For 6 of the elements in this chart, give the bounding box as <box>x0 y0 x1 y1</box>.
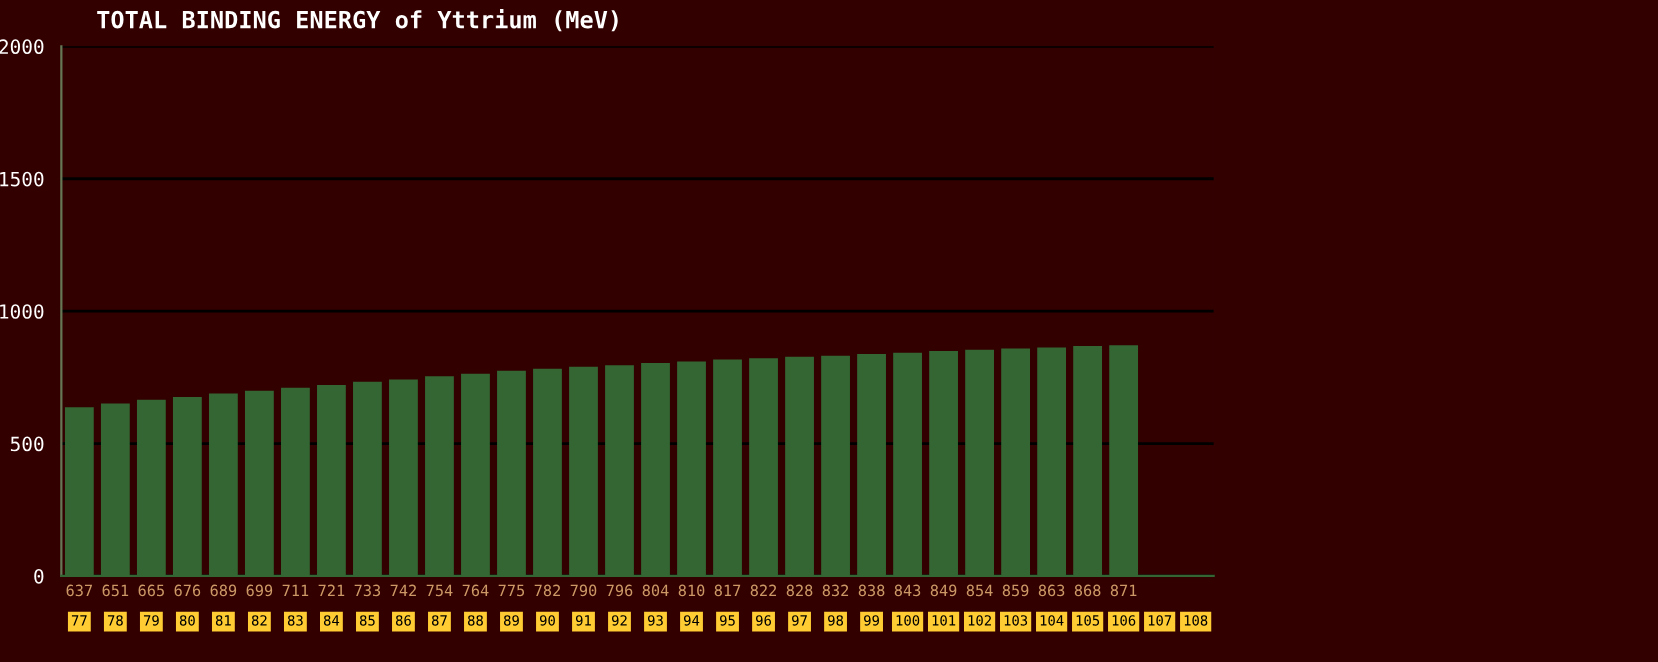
y-tick-label: 1000 <box>0 304 44 319</box>
y-tick-label: 0 <box>34 568 44 584</box>
chart-title: TOTAL BINDING ENERGY of Yttrium (MeV) <box>97 8 618 32</box>
y-tick-label: 2000 <box>0 39 44 55</box>
y-tick-label: 1500 <box>0 171 44 187</box>
y-tick-label: 500 <box>10 436 44 452</box>
